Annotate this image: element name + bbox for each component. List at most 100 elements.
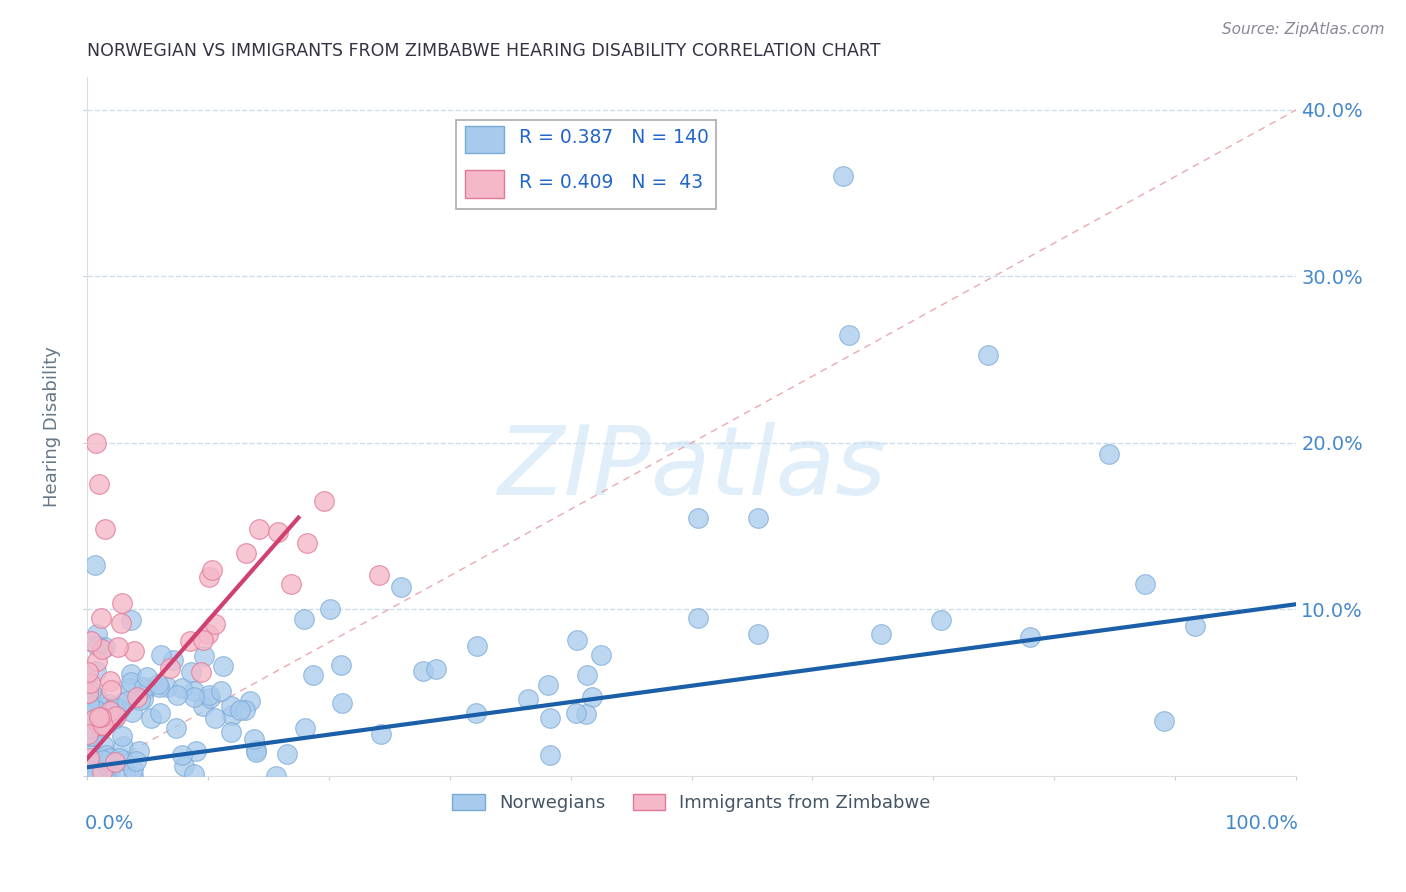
FancyBboxPatch shape <box>465 169 505 197</box>
Point <box>98 769 121 783</box>
Point <box>87 709 110 723</box>
Point <box>103 712 125 726</box>
Point <box>329 658 352 673</box>
Point <box>108 751 131 765</box>
Point <box>120 675 142 690</box>
Point <box>538 711 561 725</box>
Point <box>107 640 129 654</box>
Point <box>537 678 560 692</box>
Point <box>686 610 709 624</box>
Point <box>179 633 201 648</box>
Point <box>77 697 100 711</box>
Point <box>198 689 221 703</box>
Point <box>110 615 132 630</box>
Point <box>83 712 105 726</box>
Point <box>465 639 488 653</box>
Point <box>122 763 145 777</box>
Point <box>184 744 207 758</box>
Point <box>79 720 101 734</box>
Point <box>86 435 108 450</box>
Point <box>93 758 115 772</box>
Point <box>100 705 122 719</box>
Point <box>183 683 205 698</box>
Point <box>77 686 100 700</box>
Point <box>235 546 257 560</box>
Point <box>319 602 342 616</box>
Point <box>190 665 212 679</box>
Point <box>108 701 131 715</box>
Point <box>389 580 412 594</box>
Point <box>77 665 100 679</box>
Point <box>104 755 127 769</box>
Point <box>82 729 104 743</box>
Point <box>90 710 112 724</box>
Text: R = 0.387   N = 140: R = 0.387 N = 140 <box>519 128 709 147</box>
Point <box>86 639 108 653</box>
Point <box>91 764 114 779</box>
Point <box>98 673 121 688</box>
Point <box>576 668 599 682</box>
Point <box>332 696 354 710</box>
Point <box>77 769 100 783</box>
Text: R = 0.409   N =  43: R = 0.409 N = 43 <box>519 173 703 192</box>
Point <box>831 169 853 184</box>
Point <box>367 568 389 582</box>
Point <box>245 745 267 759</box>
Point <box>79 751 101 765</box>
Point <box>93 762 115 776</box>
Point <box>94 522 117 536</box>
Point <box>747 627 769 641</box>
Point <box>91 717 114 731</box>
Point <box>86 690 108 705</box>
Point <box>104 707 127 722</box>
Point <box>91 753 114 767</box>
Point <box>139 711 162 725</box>
Point <box>198 691 221 706</box>
Point <box>120 667 142 681</box>
Point <box>93 739 115 753</box>
Point <box>84 726 107 740</box>
Point <box>135 682 157 697</box>
Point <box>111 596 134 610</box>
Point <box>191 632 214 647</box>
Point <box>166 688 188 702</box>
Point <box>211 659 233 673</box>
Point <box>93 769 115 783</box>
Point <box>77 763 100 777</box>
Point <box>111 696 134 710</box>
Point <box>148 680 170 694</box>
Point <box>86 654 108 668</box>
Point <box>77 747 100 761</box>
Point <box>77 729 100 743</box>
Point <box>77 727 100 741</box>
Point <box>162 653 184 667</box>
Point <box>581 690 603 705</box>
Point <box>121 769 143 783</box>
Point <box>1019 631 1042 645</box>
Point <box>170 681 193 695</box>
Point <box>243 731 266 746</box>
Point <box>86 626 108 640</box>
Point <box>129 693 152 707</box>
Point <box>1098 447 1121 461</box>
Point <box>84 664 107 678</box>
Point <box>100 683 122 698</box>
Point <box>122 643 145 657</box>
Point <box>838 327 860 342</box>
Point <box>538 747 561 762</box>
Point <box>869 627 891 641</box>
Point <box>574 707 596 722</box>
Point <box>89 718 111 732</box>
Point <box>209 684 232 698</box>
Point <box>295 536 318 550</box>
Point <box>1184 619 1206 633</box>
Point <box>183 767 205 781</box>
Point <box>128 744 150 758</box>
Point <box>276 747 298 761</box>
Point <box>425 662 447 676</box>
Point <box>103 709 125 723</box>
FancyBboxPatch shape <box>465 126 505 153</box>
Point <box>120 681 142 696</box>
Point <box>94 640 117 654</box>
Point <box>464 706 486 721</box>
